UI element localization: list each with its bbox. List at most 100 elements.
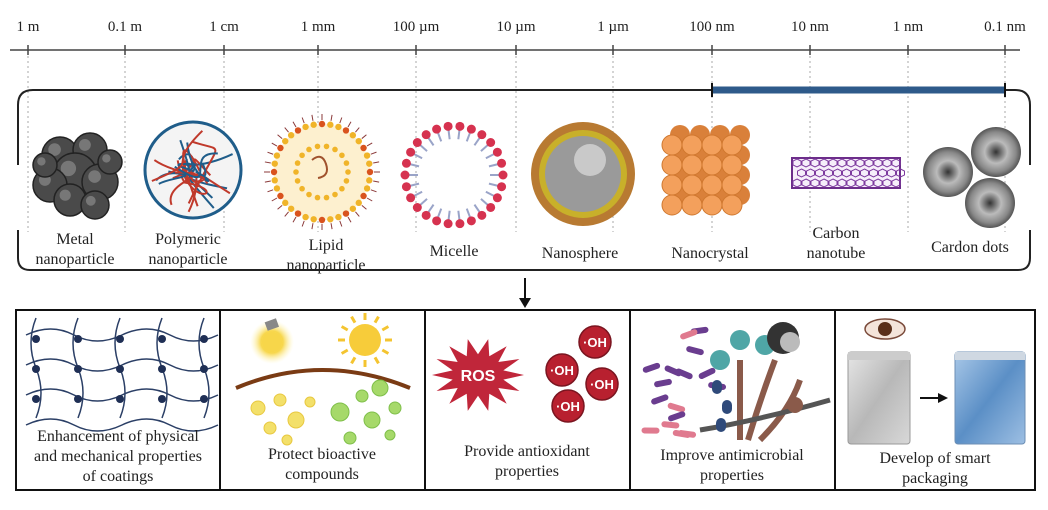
micelle-head xyxy=(466,216,476,226)
lipid-head xyxy=(302,213,309,221)
green-compound xyxy=(388,401,402,415)
micelle-head xyxy=(412,138,422,148)
micelle-head xyxy=(455,219,465,229)
crystal-atom xyxy=(721,194,743,216)
lipid-head xyxy=(273,185,281,192)
conidia xyxy=(730,330,750,350)
iris xyxy=(878,322,892,336)
yeast xyxy=(716,418,726,432)
micelle-tail xyxy=(465,208,471,218)
lipid-tail xyxy=(370,151,377,155)
network-node xyxy=(32,395,40,403)
crystal-atom xyxy=(661,134,683,156)
crystal-atom xyxy=(701,194,723,216)
lipid-head xyxy=(271,160,278,167)
bacterium xyxy=(668,411,686,422)
micelle-head xyxy=(497,182,507,192)
micelle-tail xyxy=(410,182,420,187)
bacterium xyxy=(642,362,661,373)
lipid-tail xyxy=(301,117,305,124)
metal-lobe xyxy=(80,190,110,220)
lipid-inner xyxy=(299,152,305,159)
scale-label: 0.1 nm xyxy=(984,19,1026,35)
particles xyxy=(32,113,1021,231)
bulb-base xyxy=(264,318,280,331)
network-node xyxy=(32,365,40,373)
carbon-dot xyxy=(971,127,1021,177)
micelle-head xyxy=(443,121,453,131)
lipid-tail xyxy=(284,127,289,133)
radical xyxy=(585,367,619,401)
nanotube-hex xyxy=(873,158,883,168)
carbon-dot xyxy=(923,147,973,197)
green-compound xyxy=(330,402,350,422)
lipid-head xyxy=(294,127,302,134)
micelle-tail xyxy=(419,144,428,152)
metal-shine xyxy=(37,157,46,166)
polymer-chain xyxy=(182,149,201,207)
micelle-tail xyxy=(413,190,423,197)
sun-ray xyxy=(381,325,390,332)
lipid-tail xyxy=(366,142,373,147)
sun xyxy=(349,324,381,356)
lipid-head xyxy=(302,123,309,131)
lipid-head xyxy=(270,168,278,176)
crystal-atom xyxy=(681,174,703,196)
micelle-tail xyxy=(413,153,423,160)
lipid-tail xyxy=(347,216,352,223)
lipid-head xyxy=(310,216,317,223)
panel-label: Provide antioxidant xyxy=(464,443,590,460)
scale-label: 1 m xyxy=(17,19,40,35)
panel-label: Develop of smart xyxy=(879,450,991,467)
nanotube-hex xyxy=(887,168,896,178)
lipid-inner xyxy=(345,169,351,175)
bacterium xyxy=(680,329,698,340)
panel-label: properties xyxy=(700,467,764,484)
nanotube-hex xyxy=(810,158,820,168)
metal-lobe xyxy=(32,152,58,178)
lipid-head xyxy=(282,137,289,145)
radical-label: ·OH xyxy=(550,363,574,378)
lipid-head xyxy=(360,192,367,200)
lipid-head xyxy=(366,168,374,176)
labels: Metal nanoparticle Polymeric nanoparticle Li… xyxy=(34,225,1009,487)
green-compound xyxy=(355,389,369,403)
lipid-tail xyxy=(361,205,367,210)
micelle-head xyxy=(421,210,431,220)
particle-label: Metal xyxy=(56,231,94,248)
nanotube-hex xyxy=(792,178,802,188)
micelle-tail xyxy=(419,198,428,206)
panel-label: Protect bioactive xyxy=(268,446,376,463)
lipid-tail xyxy=(373,161,380,164)
lipid-inner xyxy=(323,143,330,150)
micelle-tail xyxy=(480,144,489,152)
nanotube-hex xyxy=(891,158,901,168)
bacterium xyxy=(698,367,716,380)
lipid-head xyxy=(355,199,362,207)
lipid-head xyxy=(327,216,334,223)
lipid-inner xyxy=(299,185,305,192)
lipid-inner xyxy=(314,143,321,150)
micelle-head xyxy=(477,130,487,140)
bacterium xyxy=(654,378,672,388)
micelle-head xyxy=(455,121,465,131)
nanotube-hex xyxy=(873,178,883,188)
micelle-tail xyxy=(465,132,471,142)
micelle-head xyxy=(421,130,431,140)
lipid-inner xyxy=(314,194,321,201)
crystal-atom xyxy=(661,174,683,196)
nanotube-hex xyxy=(792,158,802,168)
panel-label: properties xyxy=(495,463,559,480)
network-line xyxy=(25,418,219,432)
yeast xyxy=(712,380,722,394)
network-node xyxy=(158,395,166,403)
micelle-head xyxy=(466,124,476,134)
scale-label: 1 cm xyxy=(209,19,239,35)
micelle-head xyxy=(432,216,442,226)
sporangium-core xyxy=(780,332,800,352)
lipid-tail xyxy=(339,117,343,124)
lipid-inner xyxy=(332,146,338,153)
lipid-tail xyxy=(347,121,352,128)
lipid-tail xyxy=(277,134,283,139)
nanotube-hex xyxy=(878,168,887,178)
